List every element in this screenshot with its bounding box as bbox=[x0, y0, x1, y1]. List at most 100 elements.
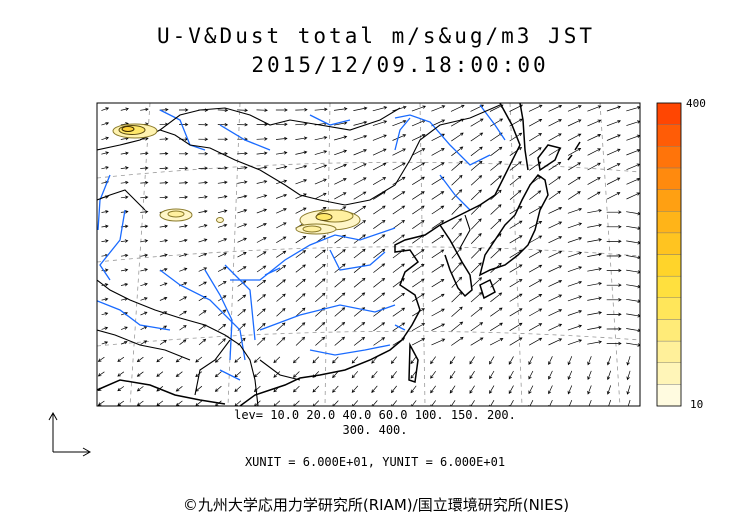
wind-vector bbox=[567, 385, 573, 395]
wind-vector bbox=[451, 174, 463, 186]
wind-vector bbox=[587, 223, 603, 228]
wind-vector bbox=[217, 223, 228, 228]
wind-vector bbox=[606, 385, 612, 395]
wind-vector bbox=[626, 328, 640, 333]
wind-vector bbox=[371, 356, 378, 364]
wind-vector bbox=[431, 279, 445, 288]
wind-vector bbox=[606, 327, 622, 331]
wind-vector bbox=[392, 119, 407, 127]
wind-vector bbox=[548, 190, 562, 200]
wind-vector bbox=[490, 322, 503, 331]
wind-vector bbox=[606, 370, 612, 381]
wind-vector bbox=[587, 325, 603, 330]
wind-vector bbox=[334, 135, 348, 141]
wind-vector bbox=[351, 385, 359, 393]
wind-vector bbox=[275, 108, 288, 112]
wind-vector bbox=[470, 218, 482, 230]
wind-vector bbox=[451, 321, 464, 332]
wind-vector bbox=[178, 151, 189, 156]
wind-vector bbox=[256, 108, 268, 112]
wind-vector bbox=[451, 336, 464, 346]
river bbox=[219, 124, 271, 151]
wind-vector bbox=[333, 107, 348, 111]
map-frame bbox=[96, 102, 641, 407]
river bbox=[329, 249, 386, 271]
wind-vector bbox=[353, 205, 367, 215]
wind-vector bbox=[353, 120, 368, 126]
colorbar-swatch bbox=[656, 297, 682, 320]
wind-vector bbox=[528, 308, 543, 317]
wind-vector bbox=[567, 370, 573, 380]
wind-vector bbox=[117, 356, 125, 362]
colorbar-swatch bbox=[656, 102, 682, 125]
wind-vector bbox=[353, 191, 367, 200]
wind-vector bbox=[353, 322, 366, 332]
dust-contour bbox=[302, 225, 322, 233]
wind-vector bbox=[390, 385, 397, 394]
wind-vector bbox=[469, 356, 475, 365]
wind-vector bbox=[528, 385, 534, 395]
wind-vector bbox=[509, 161, 522, 171]
wind-vector bbox=[392, 234, 405, 244]
wind-vector bbox=[292, 356, 300, 364]
wind-vector bbox=[606, 399, 612, 406]
wind-vector bbox=[237, 294, 247, 302]
wind-vector bbox=[120, 282, 129, 287]
wind-vector bbox=[353, 177, 367, 185]
wind-vector bbox=[295, 150, 308, 155]
wind-vector bbox=[567, 295, 583, 302]
wind-vector bbox=[175, 386, 183, 392]
wind-vector bbox=[412, 176, 425, 185]
wind-vector bbox=[548, 206, 563, 214]
wind-vector bbox=[548, 161, 562, 171]
wind-vector bbox=[567, 356, 573, 366]
wind-vector bbox=[120, 166, 129, 170]
wind-vector bbox=[431, 220, 445, 229]
wind-vector bbox=[431, 205, 445, 215]
river bbox=[394, 114, 491, 166]
colorbar-swatch bbox=[656, 232, 682, 255]
wind-vector bbox=[391, 400, 397, 406]
wind-vector bbox=[312, 356, 320, 364]
wind-vector bbox=[410, 356, 417, 365]
wind-vector bbox=[548, 338, 563, 346]
wind-vector bbox=[449, 356, 456, 365]
wind-vector bbox=[529, 190, 542, 200]
wind-vector bbox=[587, 105, 602, 112]
kuril bbox=[574, 141, 581, 151]
graticule-line bbox=[227, 103, 241, 406]
wind-vector bbox=[237, 280, 247, 287]
wind-vector bbox=[159, 253, 168, 257]
wind-vector bbox=[198, 151, 209, 156]
wind-vector bbox=[606, 163, 621, 171]
wind-vector bbox=[567, 339, 583, 346]
wind-vector bbox=[606, 224, 622, 229]
copyright: ©九州大学応用力学研究所(RIAM)/国立環境研究所(NIES) bbox=[182, 496, 570, 514]
wind-vector bbox=[587, 311, 603, 316]
wind-vector bbox=[140, 268, 149, 272]
japan-kyushu bbox=[479, 278, 496, 300]
wind-vector bbox=[372, 162, 387, 171]
wind-vector bbox=[528, 235, 543, 244]
wind-vector bbox=[237, 309, 246, 317]
wind-vector bbox=[626, 120, 640, 126]
wind-vector bbox=[175, 371, 183, 377]
wind-vector bbox=[120, 195, 129, 199]
wind-vector bbox=[140, 107, 149, 112]
wind-vector bbox=[430, 356, 436, 365]
graticule-line bbox=[97, 161, 640, 179]
river bbox=[439, 174, 471, 211]
wind-vector bbox=[256, 251, 267, 258]
wind-vector bbox=[314, 150, 328, 155]
wind-vector bbox=[117, 400, 125, 406]
wind-vector bbox=[626, 284, 640, 289]
wind-vector bbox=[412, 220, 425, 229]
wind-vector bbox=[528, 323, 543, 331]
colorbar-min-label: 10 bbox=[690, 398, 704, 411]
wind-vector bbox=[156, 356, 164, 363]
japan-hokkaido bbox=[537, 144, 562, 172]
wind-vector bbox=[509, 337, 523, 346]
river bbox=[224, 264, 256, 341]
wind-vector bbox=[606, 134, 621, 141]
wind-vector bbox=[451, 160, 463, 171]
